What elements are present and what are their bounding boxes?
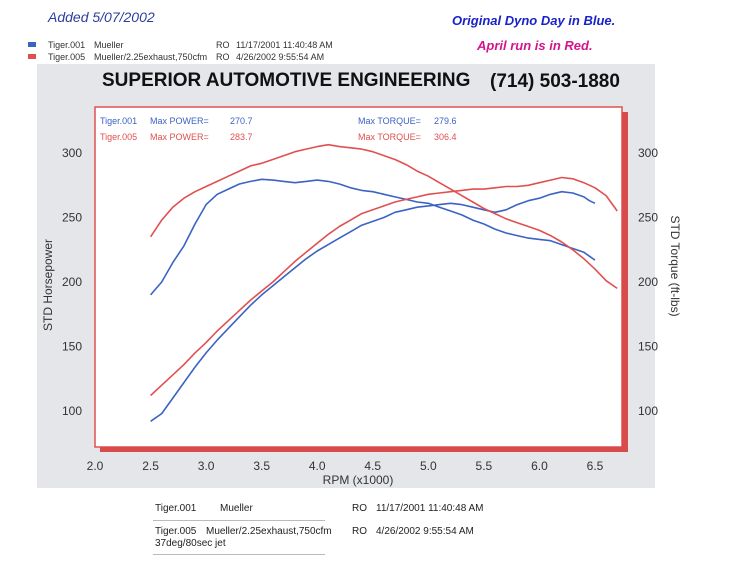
- header-run-2-datetime: 4/26/2002 9:55:54 AM: [236, 52, 325, 62]
- added-date-note: Added 5/07/2002: [48, 9, 155, 25]
- y-axis-label: STD Horsepower: [41, 239, 55, 331]
- blue-run-note: Original Dyno Day in Blue.: [452, 13, 616, 28]
- footer-run-2-name: Tiger.005: [155, 526, 197, 537]
- footer-run-1-name: Tiger.001: [155, 503, 197, 514]
- x-tick-label: 5.5: [476, 459, 493, 473]
- red-run-swatch: [28, 54, 36, 59]
- header-run-1-name: Tiger.001: [48, 40, 86, 50]
- y-tick-label: 300: [62, 146, 82, 160]
- y2-axis-label: STD Torque (ft-lbs): [668, 215, 682, 316]
- x-tick-label: 3.0: [198, 459, 215, 473]
- footer-divider-2: [153, 554, 325, 555]
- plot-shadow-right: [622, 112, 628, 452]
- legend-run-1-name: Tiger.001: [100, 116, 137, 126]
- plot-shadow-bottom: [100, 447, 628, 452]
- x-tick-label: 2.0: [87, 459, 104, 473]
- footer-run-1-datetime: 11/17/2001 11:40:48 AM: [376, 503, 484, 514]
- plot-area: [94, 106, 623, 448]
- footer-run-1-desc: Mueller: [220, 503, 253, 514]
- y-tick-label: 150: [62, 340, 82, 354]
- y2-tick-label: 150: [638, 340, 658, 354]
- legend-run-2-name: Tiger.005: [100, 132, 137, 142]
- red-torque-line: [149, 143, 618, 290]
- legend-run-2-power-label: Max POWER=: [150, 132, 209, 142]
- y2-tick-label: 250: [638, 211, 658, 225]
- legend-run-1-torque-label: Max TORQUE=: [358, 116, 421, 126]
- header-run-1-datetime: 11/17/2001 11:40:48 AM: [236, 40, 333, 50]
- footer-run-2-desc: Mueller/2.25exhaust,750cfm: [206, 526, 332, 537]
- x-tick-label: 3.5: [253, 459, 270, 473]
- footer-run-2-flag: RO: [352, 526, 367, 537]
- sheet-phone: (714) 503-1880: [490, 71, 620, 92]
- blue-run-swatch: [28, 42, 36, 47]
- legend-run-1-power-label: Max POWER=: [150, 116, 209, 126]
- legend-run-2-torque-value: 306.4: [434, 132, 457, 142]
- legend-run-1-torque-value: 279.6: [434, 116, 457, 126]
- header-run-2-desc: Mueller/2.25exhaust,750cfm: [94, 52, 208, 62]
- legend-run-2-torque-label: Max TORQUE=: [358, 132, 421, 142]
- y2-tick-label: 200: [638, 275, 658, 289]
- x-tick-label: 4.0: [309, 459, 326, 473]
- footer-divider-1: [153, 520, 325, 521]
- x-tick-label: 4.5: [364, 459, 381, 473]
- y-tick-label: 100: [62, 404, 82, 418]
- blue-power-line: [150, 190, 596, 422]
- y2-tick-label: 300: [638, 146, 658, 160]
- blue-torque-line: [149, 178, 596, 296]
- header-run-1-desc: Mueller: [94, 40, 124, 50]
- x-tick-label: 2.5: [142, 459, 159, 473]
- y2-tick-label: 100: [638, 404, 658, 418]
- red-run-note: April run is in Red.: [477, 38, 593, 53]
- legend-run-1-power-value: 270.7: [230, 116, 253, 126]
- sheet-title: SUPERIOR AUTOMOTIVE ENGINEERING: [102, 70, 470, 91]
- x-tick-label: 6.0: [531, 459, 548, 473]
- header-run-2-flag: RO: [216, 52, 230, 62]
- x-tick-label: 5.0: [420, 459, 437, 473]
- x-tick-label: 6.5: [587, 459, 604, 473]
- red-power-line: [150, 176, 618, 397]
- x-axis-label: RPM (x1000): [323, 473, 394, 487]
- y-tick-label: 250: [62, 211, 82, 225]
- y-tick-label: 200: [62, 275, 82, 289]
- header-run-2-name: Tiger.005: [48, 52, 86, 62]
- footer-run-2-desc-line2: 37deg/80sec jet: [155, 538, 226, 549]
- legend-run-2-power-value: 283.7: [230, 132, 253, 142]
- header-run-1-flag: RO: [216, 40, 230, 50]
- footer-run-1-flag: RO: [352, 503, 367, 514]
- footer-run-2-datetime: 4/26/2002 9:55:54 AM: [376, 526, 474, 537]
